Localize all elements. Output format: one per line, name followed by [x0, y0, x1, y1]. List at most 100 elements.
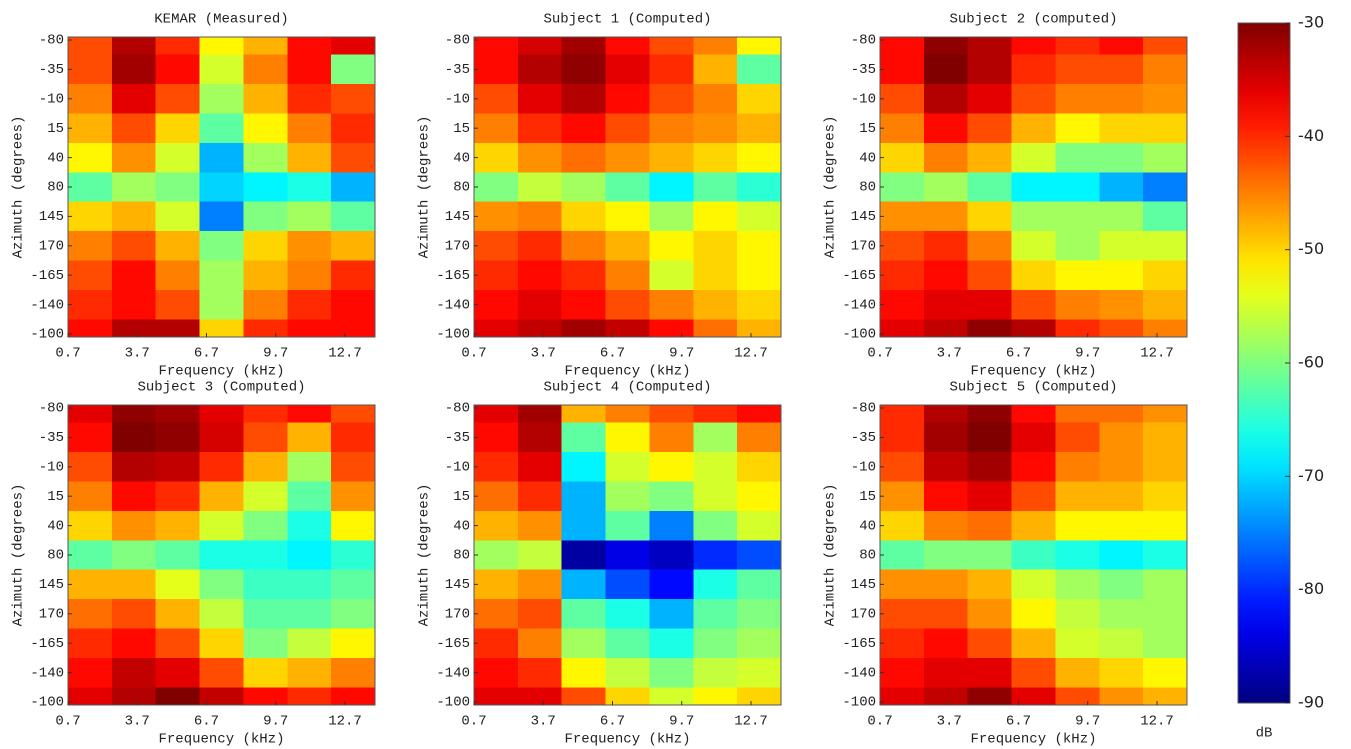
heatmap-cell [517, 289, 563, 320]
heatmap-cell [517, 231, 563, 261]
heatmap-cell [111, 481, 157, 512]
heatmap-cell [1143, 628, 1188, 659]
heatmap-cell [605, 54, 650, 85]
heatmap-cell [517, 201, 563, 232]
y-tick-label: 80 [859, 548, 876, 564]
heatmap-cell [517, 599, 563, 629]
y-tick-label: 15 [453, 121, 470, 137]
heatmap-cell [243, 452, 288, 482]
x-tick-label: 6.7 [1006, 714, 1031, 730]
y-tick-label: -35 [851, 430, 876, 446]
heatmap-cell [1055, 452, 1100, 482]
heatmap-cell [155, 113, 201, 144]
heatmap-cell [923, 481, 969, 512]
heatmap-cell [649, 510, 694, 541]
x-axis-label: Frequency (kHz) [970, 732, 1096, 748]
chart-title: Subject 3 (Computed) [137, 380, 305, 396]
heatmap-cell [331, 481, 376, 512]
heatmap-cell [693, 422, 738, 453]
heatmap-cell [1011, 628, 1056, 659]
heatmap-cell [1143, 319, 1188, 338]
heatmap-cell [1055, 231, 1100, 261]
heatmap-cell [649, 172, 694, 203]
heatmap-cell [517, 37, 563, 56]
y-tick-label: 170 [851, 607, 876, 623]
heatmap-cell [243, 289, 288, 320]
x-tick-label: 6.7 [194, 346, 219, 362]
heatmap-cell [155, 569, 201, 600]
y-tick-label: -165 [30, 268, 64, 284]
heatmap-cell [1143, 37, 1188, 56]
heatmap-cell [474, 142, 519, 173]
heatmap-cell [1143, 231, 1188, 261]
heatmap-cell [199, 510, 244, 541]
heatmap-cell [649, 599, 694, 629]
heatmap-cell [967, 599, 1013, 629]
heatmap-cell [561, 481, 607, 512]
y-tick-label: -80 [445, 33, 470, 49]
y-tick-label: -80 [39, 33, 64, 49]
heatmap-cell [561, 405, 607, 424]
y-tick-label: 80 [453, 180, 470, 196]
heatmap-cell [474, 540, 519, 571]
chart-title: Subject 1 (Computed) [543, 12, 711, 28]
heatmap-cell [243, 142, 288, 173]
heatmap-cell [561, 510, 607, 541]
heatmap-cell [287, 510, 332, 541]
y-tick-label: -140 [436, 665, 470, 681]
heatmap-cell [331, 231, 376, 261]
heatmap-cell [561, 172, 607, 203]
x-tick-label: 6.7 [600, 346, 625, 362]
heatmap-cell [199, 172, 244, 203]
colorbar-tick-label: -50 [1298, 239, 1324, 258]
heatmap-cell [737, 142, 782, 173]
heatmap-cell [967, 687, 1013, 706]
heatmap-cell [199, 231, 244, 261]
y-tick-label: 145 [39, 209, 64, 225]
x-tick-label: 0.7 [55, 714, 80, 730]
heatmap-cell [923, 54, 969, 85]
y-tick-label: -10 [851, 460, 876, 476]
heatmap-cell [605, 569, 650, 600]
y-tick-label: -35 [39, 62, 64, 78]
heatmap-cell [155, 422, 201, 453]
heatmap-cell [561, 628, 607, 659]
heatmap-cell [68, 319, 113, 338]
heatmap-cell [967, 84, 1013, 114]
heatmap-cell [243, 569, 288, 600]
heatmap-cell [517, 405, 563, 424]
y-tick-label: 145 [445, 209, 470, 225]
y-tick-label: -35 [445, 430, 470, 446]
heatmap-cell [474, 37, 519, 56]
heatmap-cell [693, 172, 738, 203]
heatmap-cell [331, 405, 376, 424]
heatmap-cell [561, 54, 607, 85]
heatmap-panel: -80 -35 -10 15 40 80 145 170 -165 -140 -100 0.7 3.7 6… [823, 380, 1188, 748]
heatmap-cell [517, 113, 563, 144]
heatmap-cell [111, 628, 157, 659]
heatmap-cell [243, 37, 288, 56]
heatmap-cell [649, 201, 694, 232]
heatmap-cell [923, 172, 969, 203]
heatmap-cell [331, 657, 376, 688]
heatmap-cell [517, 657, 563, 688]
heatmap-cell [737, 569, 782, 600]
heatmap-cell [561, 37, 607, 56]
heatmap-cell [649, 481, 694, 512]
heatmap-cell [967, 260, 1013, 291]
heatmap-cell [880, 657, 925, 688]
heatmap-cell [287, 628, 332, 659]
heatmap-cell [1099, 37, 1144, 56]
y-tick-label: 145 [39, 577, 64, 593]
heatmap-cell [287, 201, 332, 232]
heatmap-panel: -80 -35 -10 15 40 80 145 170 -165 -140 -100 0.7 3.7 6… [823, 12, 1188, 380]
heatmap-cell [1099, 628, 1144, 659]
heatmap-cell [474, 319, 519, 338]
heatmap-cell [1099, 201, 1144, 232]
heatmap-cell [517, 510, 563, 541]
y-tick-label: -10 [39, 92, 64, 108]
heatmap-cell [1143, 422, 1188, 453]
heatmap-cell [605, 405, 650, 424]
heatmap-cell [331, 54, 376, 85]
chart-title: Subject 5 (Computed) [949, 380, 1117, 396]
